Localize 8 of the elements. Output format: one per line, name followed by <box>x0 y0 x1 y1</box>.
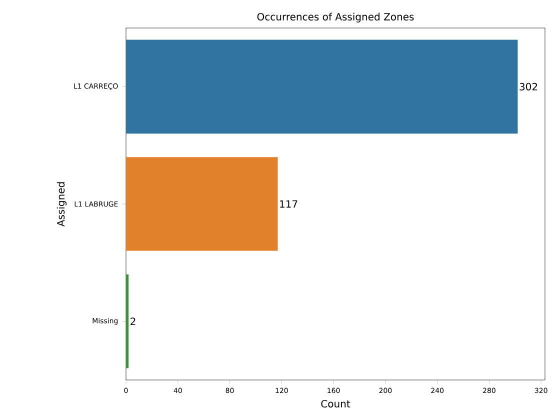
y-axis-title: Assigned <box>56 182 67 227</box>
data-label: 117 <box>280 200 298 208</box>
data-label: 302 <box>520 82 538 90</box>
bar <box>126 40 518 134</box>
x-axis-title: Count <box>321 400 350 408</box>
bar <box>126 157 278 251</box>
data-label: 2 <box>130 318 136 326</box>
chart-title: Occurrences of Assigned Zones <box>257 12 414 22</box>
